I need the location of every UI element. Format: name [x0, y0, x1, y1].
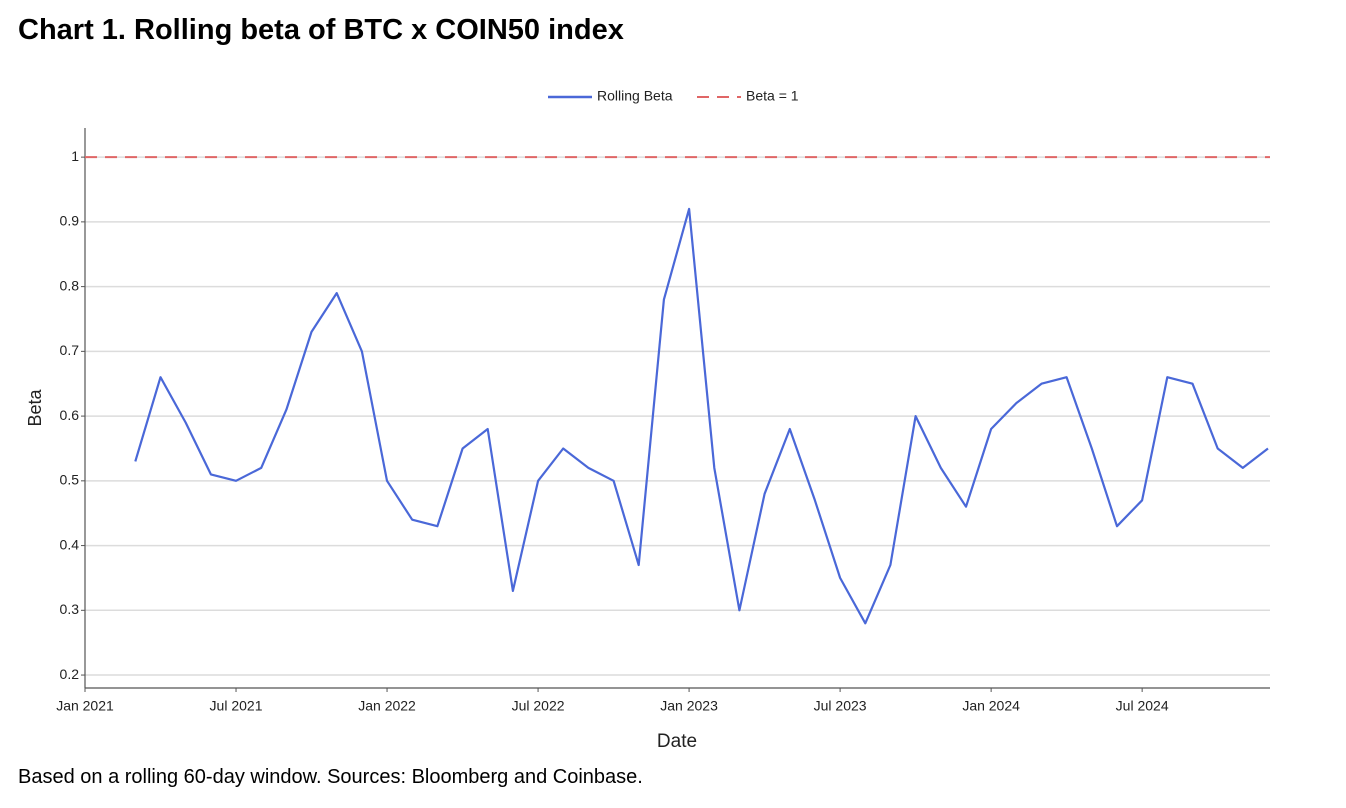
y-tick-label: 0.8	[60, 277, 80, 293]
x-tick-label: Jul 2021	[210, 698, 263, 714]
footnote: Based on a rolling 60-day window. Source…	[18, 766, 643, 788]
x-tick-label: Jan 2022	[358, 698, 416, 714]
y-tick-label: 0.4	[60, 536, 80, 552]
chart: Beta Date 0.2 0.3 0.4 0.5 0.6 0.7 0.8 0.9 1 Jan 2…	[25, 88, 1270, 752]
y-tick-label: 1	[71, 148, 79, 164]
y-tick-label: 0.5	[60, 472, 80, 488]
legend-label: Rolling Beta	[597, 88, 673, 104]
x-tick-label: Jul 2024	[1116, 698, 1169, 714]
y-tick-label: 0.2	[60, 666, 80, 682]
y-tick-label: 0.6	[60, 407, 80, 423]
x-axis-label: Date	[657, 731, 697, 752]
y-axis-label: Beta	[25, 388, 45, 426]
y-tick-label: 0.9	[60, 213, 80, 229]
y-tick-label: 0.7	[60, 342, 80, 358]
y-tick-label: 0.3	[60, 601, 80, 617]
x-tick-label: Jan 2021	[56, 698, 114, 714]
x-tick-label: Jan 2023	[660, 698, 718, 714]
chart-title: Chart 1. Rolling beta of BTC x COIN50 in…	[18, 14, 624, 46]
x-tick-label: Jan 2024	[962, 698, 1020, 714]
legend-label: Beta = 1	[746, 88, 799, 104]
line-series	[134, 207, 1269, 625]
x-tick-label: Jul 2022	[512, 698, 565, 714]
x-tick-label: Jul 2023	[814, 698, 867, 714]
